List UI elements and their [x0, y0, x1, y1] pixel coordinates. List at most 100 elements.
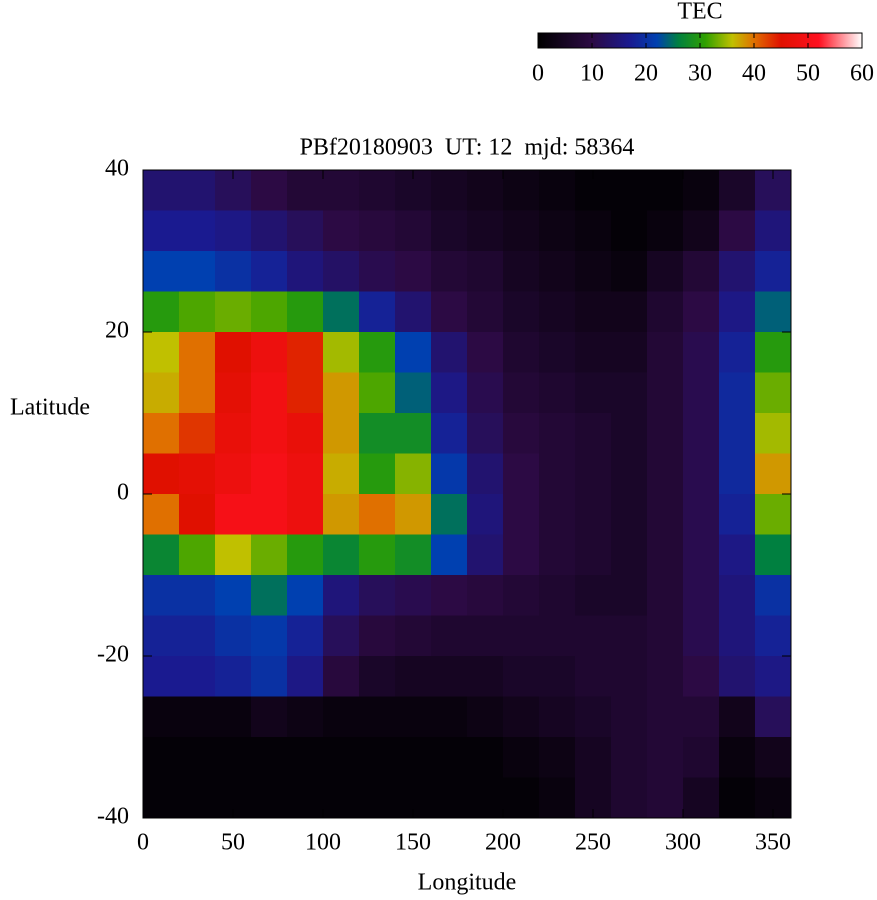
heatmap-cell — [323, 372, 360, 414]
heatmap-cell — [611, 494, 648, 535]
heatmap-cell — [143, 291, 180, 333]
heatmap-cell — [215, 453, 252, 495]
heatmap-cell — [575, 453, 612, 495]
heatmap-cell — [539, 737, 576, 778]
heatmap-cell — [215, 737, 252, 778]
heatmap-cell — [323, 332, 360, 373]
x-tick-label: 200 — [485, 830, 521, 856]
x-axis-label: Longitude — [418, 870, 517, 896]
heatmap-cell — [215, 413, 252, 454]
heatmap-cell — [647, 291, 684, 333]
heatmap-cell — [215, 615, 252, 657]
heatmap-cell — [143, 251, 180, 292]
heatmap-cell — [287, 534, 324, 576]
heatmap-cell — [143, 615, 180, 657]
y-tick-label: -20 — [97, 642, 129, 668]
heatmap-cell — [395, 372, 432, 414]
x-tick-label: 50 — [221, 830, 245, 856]
heatmap-cell — [179, 615, 216, 657]
heatmap-cell — [323, 251, 360, 292]
heatmap-cell — [323, 656, 360, 697]
heatmap-cell — [143, 453, 180, 495]
heatmap-cell — [755, 413, 792, 454]
heatmap-cell — [683, 575, 720, 616]
x-tick-label: 150 — [395, 830, 431, 856]
heatmap-cell — [179, 534, 216, 576]
heatmap-cell — [251, 413, 288, 454]
heatmap-cell — [575, 534, 612, 576]
heatmap-cell — [683, 737, 720, 778]
colorbar-tick-label: 0 — [532, 61, 544, 87]
heatmap-cell — [503, 291, 540, 333]
heatmap-cell — [287, 332, 324, 373]
heatmap-cell — [287, 777, 324, 819]
heatmap-cell — [503, 372, 540, 414]
heatmap-cell — [539, 210, 576, 252]
heatmap-cell — [503, 332, 540, 373]
x-tick-label: 250 — [575, 830, 611, 856]
heatmap-cell — [719, 615, 756, 657]
heatmap-cell — [539, 291, 576, 333]
heatmap-cell — [143, 494, 180, 535]
heatmap-cell — [683, 615, 720, 657]
heatmap-cell — [143, 413, 180, 454]
heatmap-cell — [683, 656, 720, 697]
heatmap-cell — [719, 575, 756, 616]
heatmap-cell — [215, 656, 252, 697]
heatmap-cell — [683, 251, 720, 292]
heatmap-cell — [755, 494, 792, 535]
heatmap-cell — [251, 251, 288, 292]
heatmap-cell — [683, 291, 720, 333]
heatmap-cell — [539, 170, 576, 211]
heatmap-cell — [647, 777, 684, 819]
heatmap-cell — [467, 534, 504, 576]
heatmap-cell — [755, 575, 792, 616]
heatmap-cell — [647, 656, 684, 697]
heatmap-cell — [359, 575, 396, 616]
heatmap-cell — [719, 413, 756, 454]
heatmap-cell — [611, 453, 648, 495]
colorbar-title: TEC — [677, 0, 722, 25]
heatmap-cell — [539, 534, 576, 576]
heatmap-cell — [323, 696, 360, 738]
heatmap-cell — [287, 737, 324, 778]
heatmap-cell — [179, 372, 216, 414]
heatmap-cell — [287, 453, 324, 495]
heatmap-cell — [323, 453, 360, 495]
heatmap-cell — [359, 413, 396, 454]
heatmap-cell — [431, 251, 468, 292]
heatmap-cell — [215, 210, 252, 252]
heatmap-cell — [143, 777, 180, 819]
heatmap-cell — [467, 453, 504, 495]
heatmap-cell — [611, 777, 648, 819]
heatmap-cell — [503, 210, 540, 252]
heatmap-cell — [575, 737, 612, 778]
heatmap-cell — [611, 170, 648, 211]
heatmap-cell — [503, 777, 540, 819]
heatmap-cell — [611, 413, 648, 454]
heatmap-cell — [719, 372, 756, 414]
heatmap-cell — [755, 291, 792, 333]
heatmap-cell — [575, 291, 612, 333]
heatmap-cell — [683, 494, 720, 535]
heatmap-cell — [467, 494, 504, 535]
heatmap-cell — [683, 170, 720, 211]
heatmap-cell — [647, 534, 684, 576]
heatmap-cell — [179, 696, 216, 738]
x-tick-label: 300 — [665, 830, 701, 856]
heatmap-cell — [575, 494, 612, 535]
heatmap-cell — [719, 170, 756, 211]
heatmap-cell — [287, 372, 324, 414]
heatmap-cell — [467, 777, 504, 819]
heatmap-cell — [287, 170, 324, 211]
x-tick-label: 0 — [137, 830, 149, 856]
heatmap-cell — [287, 696, 324, 738]
heatmap-cell — [251, 170, 288, 211]
heatmap-cell — [683, 372, 720, 414]
heatmap-cell — [611, 737, 648, 778]
heatmap-cell — [179, 291, 216, 333]
heatmap-cell — [503, 696, 540, 738]
heatmap-cell — [359, 534, 396, 576]
colorbar-tick-label: 10 — [580, 61, 604, 87]
